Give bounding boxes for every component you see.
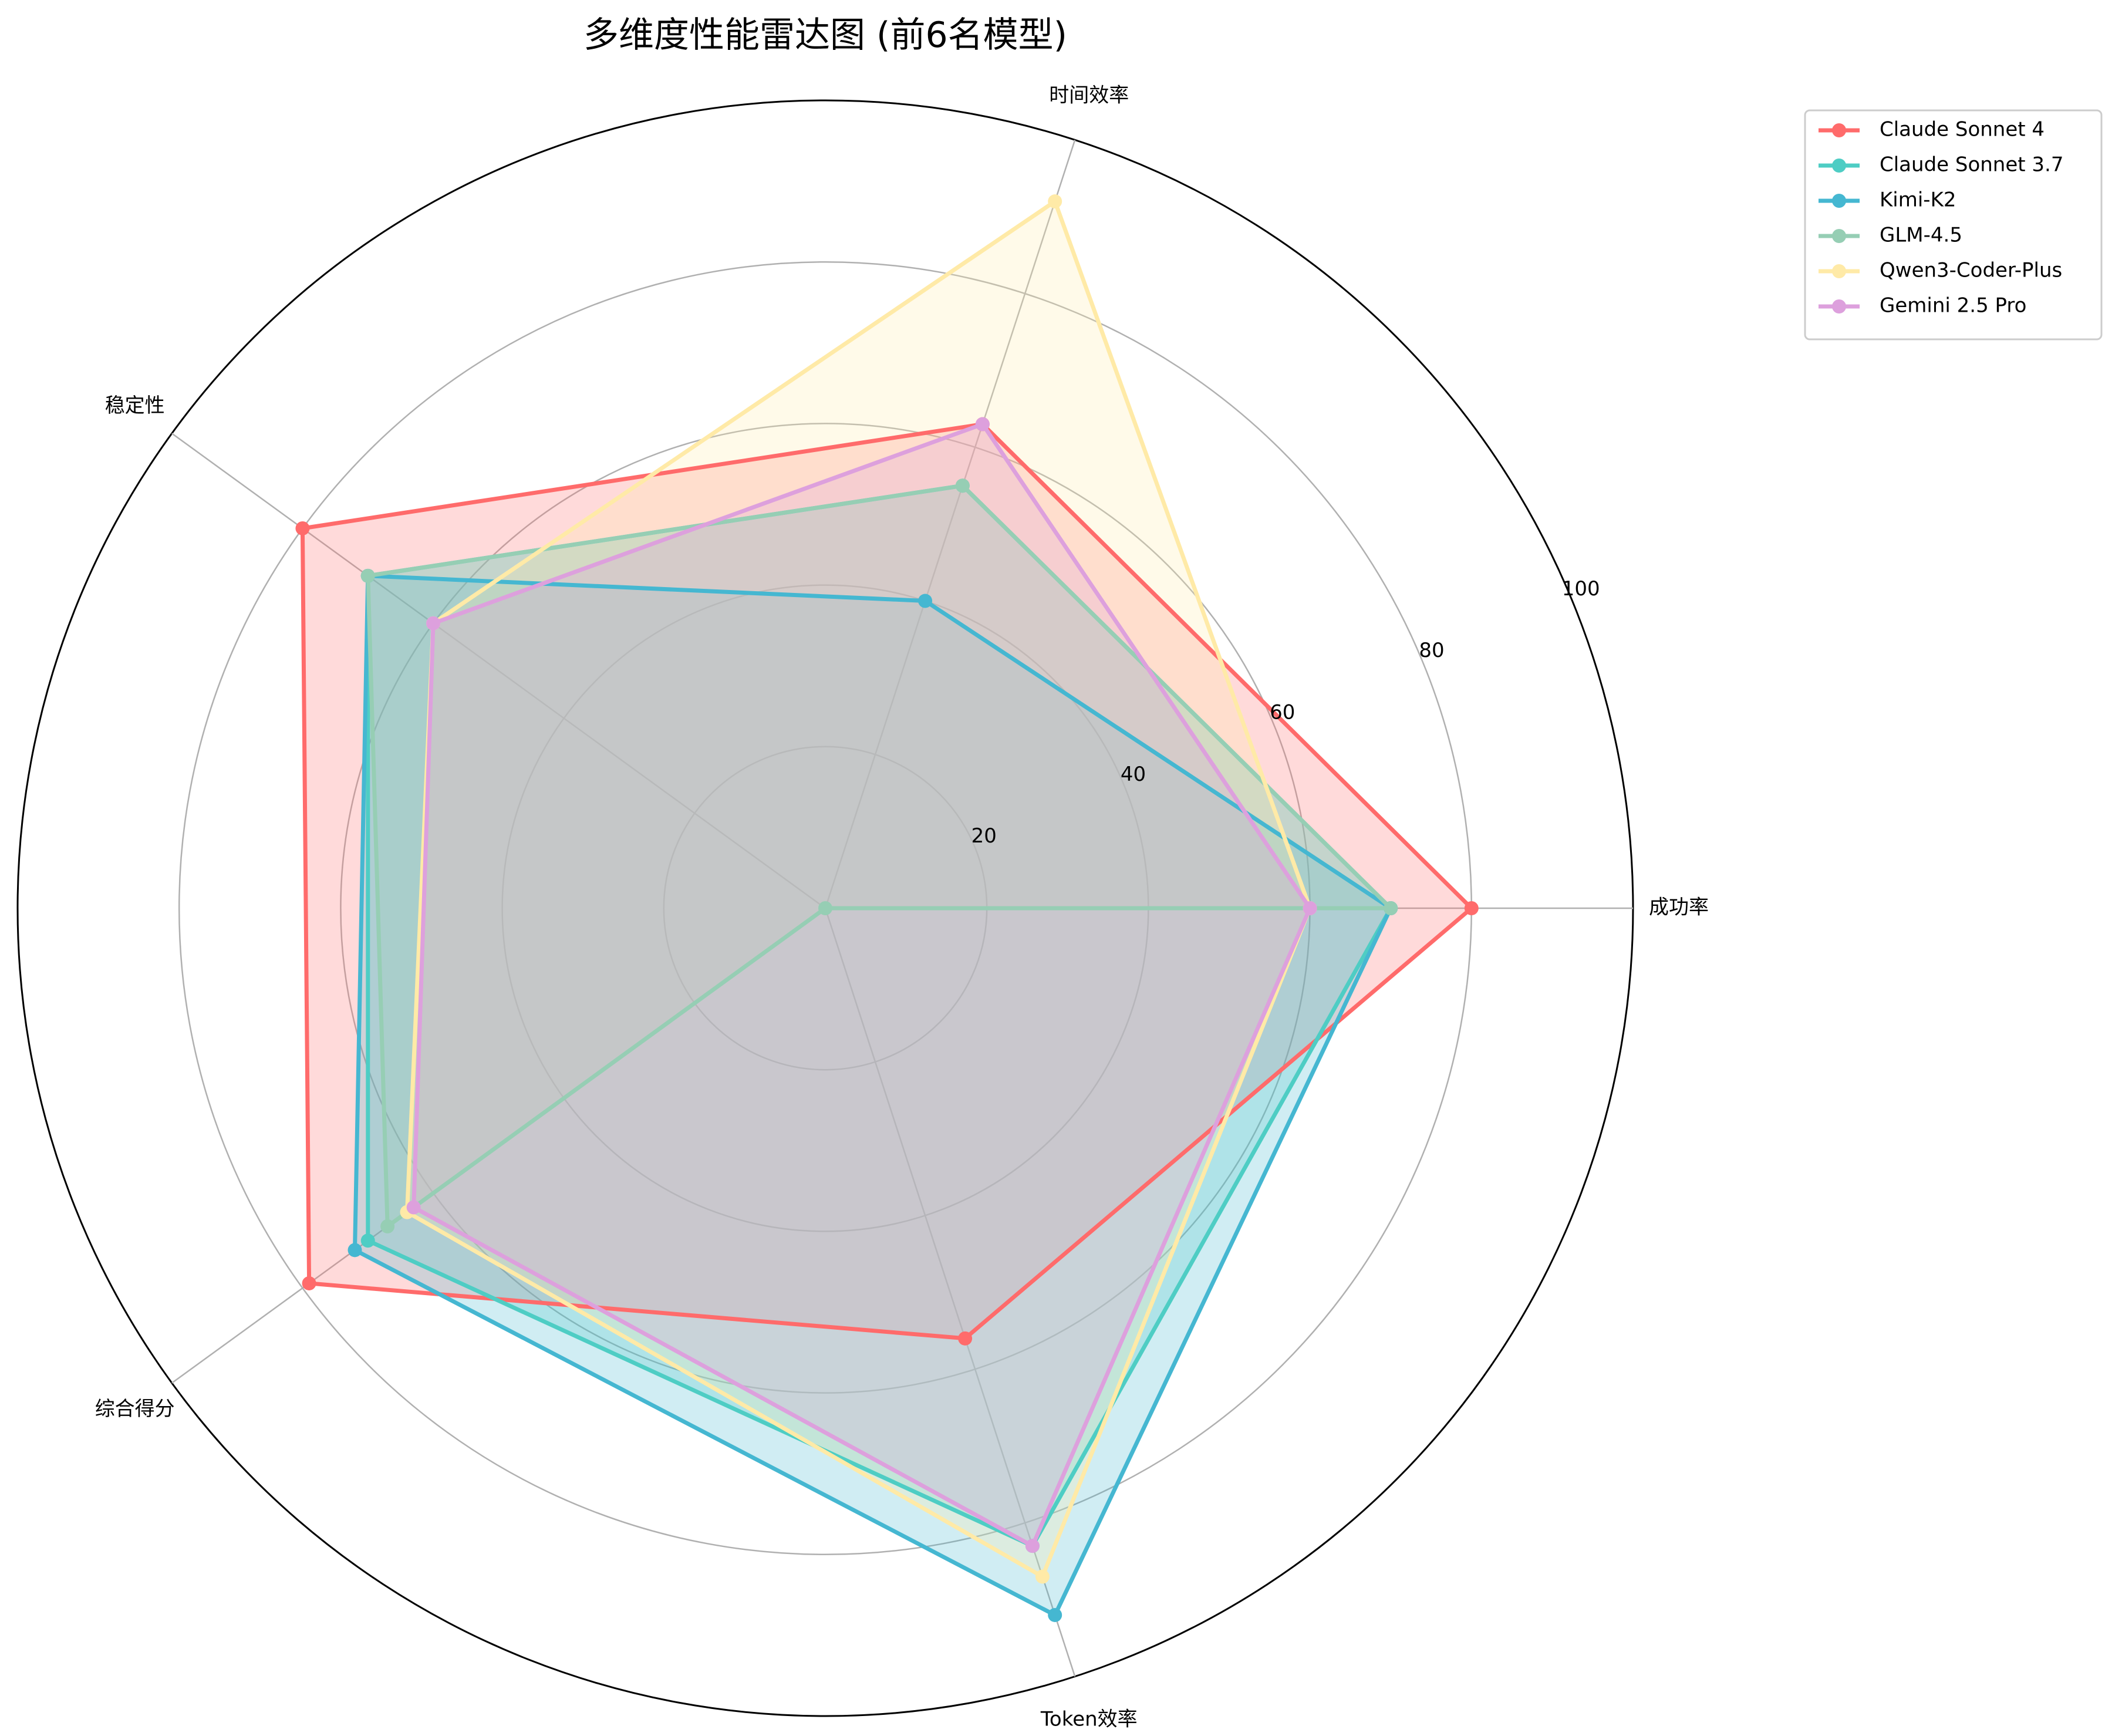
axis-label-3: 综合得分 <box>95 1397 175 1421</box>
axis-label-1: 时间效率 <box>1049 84 1129 107</box>
series-point-5-1 <box>975 417 990 432</box>
legend-frame <box>1804 109 2103 341</box>
series-line-0 <box>300 422 1474 1341</box>
legend: Claude Sonnet 4 Claude Sonnet 3.7 Kimi-K2 G… <box>1804 109 2103 341</box>
series-point-5-3 <box>406 1200 421 1215</box>
series-point-2-4 <box>1048 1607 1062 1622</box>
series-point-0-0 <box>1464 901 1479 915</box>
axis-spoke-2 <box>171 433 826 909</box>
tick-label-80: 80 <box>1419 639 1444 662</box>
series-fill-0 <box>302 424 1472 1339</box>
legend-marker-5 <box>1832 299 1846 314</box>
series-point-0-2 <box>295 521 310 535</box>
legend-label-1: Claude Sonnet 3.7 <box>1880 153 2064 177</box>
tick-label-20: 20 <box>971 824 997 848</box>
legend-label-4: Qwen3-Coder-Plus <box>1880 259 2062 282</box>
legend-marker-0 <box>1832 123 1846 137</box>
legend-label-5: Gemini 2.5 Pro <box>1880 294 2026 318</box>
series-line-2 <box>353 574 1393 1617</box>
tick-label-40: 40 <box>1121 763 1146 786</box>
series-fill-3 <box>367 486 1391 1226</box>
series-point-0-4 <box>958 1331 973 1346</box>
series-line-3 <box>366 483 1393 1229</box>
series-point-2-1 <box>918 594 933 608</box>
axis-spoke-1 <box>824 139 1076 909</box>
legend-marker-1 <box>1832 159 1846 173</box>
chart-title: 多维度性能雷达图 (前6名模型) <box>583 15 1067 56</box>
legend-marker-2 <box>1832 194 1846 208</box>
legend-marker-3 <box>1832 229 1846 243</box>
series-point-4-4 <box>1035 1569 1050 1584</box>
tick-label-60: 60 <box>1270 701 1295 724</box>
legend-label-0: Claude Sonnet 4 <box>1880 118 2045 141</box>
axis-label-4: Token效率 <box>1040 1707 1138 1731</box>
series-fill-4 <box>407 201 1310 1577</box>
legend-label-2: Kimi-K2 <box>1880 188 1956 212</box>
tick-label-100: 100 <box>1562 577 1600 601</box>
series-point-3-1 <box>955 478 970 493</box>
axis-label-2: 稳定性 <box>105 394 165 417</box>
legend-label-3: GLM-4.5 <box>1880 224 1962 247</box>
series-fill-1 <box>367 486 1391 1546</box>
radar-series <box>295 194 1479 1622</box>
series-point-3-2 <box>360 568 375 583</box>
series-point-4-1 <box>1048 194 1062 209</box>
series-point-3-0 <box>1384 901 1398 915</box>
radial-ticks: 20 40 60 80 100 <box>971 577 1600 848</box>
series-point-1-3 <box>360 1233 375 1248</box>
series-line-5 <box>411 422 1313 1548</box>
series-point-3-4 <box>818 901 832 915</box>
series-point-0-3 <box>302 1276 316 1290</box>
series-point-3-3 <box>380 1219 395 1233</box>
series-point-5-0 <box>1303 901 1317 915</box>
legend-marker-4 <box>1832 264 1846 278</box>
series-point-5-2 <box>426 616 441 631</box>
axis-label-0: 成功率 <box>1649 896 1709 919</box>
series-point-2-3 <box>348 1243 362 1258</box>
series-point-5-4 <box>1025 1539 1040 1553</box>
series-line-4 <box>405 199 1313 1579</box>
